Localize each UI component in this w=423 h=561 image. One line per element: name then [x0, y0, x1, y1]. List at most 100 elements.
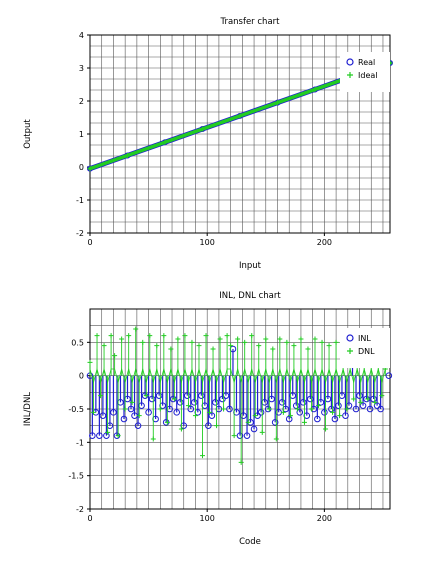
chart1-ytick-label: -2 — [76, 229, 84, 238]
chart2-point — [301, 419, 307, 425]
chart1-ylabel: Output — [23, 119, 33, 149]
chart2-point — [372, 399, 378, 405]
chart2-point — [200, 453, 205, 459]
chart2-point — [198, 392, 205, 399]
chart2-point — [173, 409, 181, 416]
chart2-point — [326, 343, 332, 349]
chart2-point — [103, 432, 110, 439]
chart2-point — [305, 346, 311, 352]
chart2-point — [249, 333, 255, 339]
chart2-point — [192, 413, 198, 419]
chart2-point — [87, 359, 93, 365]
chart1-point — [275, 100, 280, 106]
chart2-series-dnl — [87, 326, 388, 465]
chart2-point — [330, 409, 336, 415]
chart2-point — [222, 392, 230, 399]
chart2-point — [359, 402, 367, 409]
chart2-xtick-label: 100 — [200, 514, 215, 523]
chart1-xtick-label: 100 — [200, 238, 215, 247]
chart2-point — [196, 343, 202, 349]
chart2-ytick-label: -1.5 — [68, 472, 84, 481]
chart2-point — [303, 412, 311, 419]
chart2-point — [277, 336, 283, 342]
chart2-series-band — [89, 367, 386, 384]
chart1-title: Transfer chart — [220, 17, 281, 27]
chart2-point — [182, 333, 188, 339]
chart1-legend-box — [340, 52, 390, 92]
chart2-point — [365, 396, 371, 402]
chart2-point — [294, 406, 300, 412]
chart2-point — [319, 339, 325, 345]
chart2-point — [351, 396, 357, 402]
chart2-point — [356, 392, 363, 399]
chart2-point — [292, 402, 300, 409]
chart2-point — [331, 415, 339, 423]
chart2-point — [282, 405, 290, 413]
chart2-point — [112, 353, 118, 359]
chart2-point — [257, 409, 265, 416]
chart2-point — [284, 339, 290, 345]
chart2-point — [108, 333, 114, 339]
chart2-point — [224, 333, 230, 339]
chart2-point — [337, 413, 343, 419]
chart2-point — [235, 336, 241, 342]
chart2-point — [110, 409, 117, 416]
chart2-point — [168, 346, 174, 352]
chart2-point — [333, 339, 339, 345]
chart1-xtick-label: 200 — [317, 238, 332, 247]
chart2-point — [98, 393, 104, 399]
chart2-point — [212, 399, 219, 406]
chart2-point — [270, 346, 276, 352]
chart1-point — [200, 126, 205, 132]
chart2-point — [217, 336, 223, 342]
chart2-point — [278, 399, 286, 406]
chart2-point — [266, 406, 272, 412]
chart2-point — [187, 405, 195, 413]
chart2-point — [117, 399, 124, 406]
chart2-point — [291, 343, 297, 349]
chart2-point — [287, 413, 293, 419]
chart2-point — [299, 399, 307, 406]
chart2-point — [166, 405, 173, 413]
chart2-xlabel: Code — [239, 537, 261, 547]
chart2-point — [236, 432, 244, 439]
chart2-series-inl — [86, 345, 393, 439]
chart2-point — [207, 409, 213, 415]
chart2-point — [185, 403, 191, 409]
chart1-xlabel: Input — [239, 261, 262, 271]
chart2-point — [243, 432, 251, 439]
chart2-point — [203, 333, 209, 339]
chart2-point — [106, 422, 114, 429]
chart1-legend-label-ideal: Ideal — [358, 71, 377, 80]
chart2-point — [373, 402, 381, 409]
chart2-point — [370, 395, 377, 403]
chart2-point — [308, 406, 314, 412]
chart1-ytick-label: 2 — [79, 97, 84, 106]
chart2-point — [148, 395, 156, 403]
chart2-point — [140, 339, 146, 345]
chart2-legend-box — [340, 328, 390, 368]
chart2-point — [242, 339, 248, 345]
chart2-point — [161, 333, 167, 339]
chart2-point — [164, 419, 170, 425]
chart2-point — [296, 409, 304, 416]
chart2-point — [379, 393, 385, 399]
chart2-point — [94, 333, 100, 339]
chart2-point — [345, 402, 353, 409]
chart2-point — [263, 336, 269, 342]
chart2-point — [133, 326, 139, 332]
chart2-legend-label-dnl: DNL — [358, 347, 375, 356]
chart2-point — [101, 343, 107, 349]
chart2-point — [138, 402, 145, 409]
chart2-point — [99, 412, 107, 419]
chart2-point — [252, 413, 258, 419]
chart2-point — [233, 409, 240, 416]
chart2-ytick-label: -1 — [76, 438, 84, 447]
chart2-point — [285, 415, 293, 423]
chart2-xtick-label: 200 — [317, 514, 332, 523]
chart2-point — [219, 395, 226, 403]
chart2-point — [338, 392, 346, 399]
chart1-point — [125, 152, 130, 158]
